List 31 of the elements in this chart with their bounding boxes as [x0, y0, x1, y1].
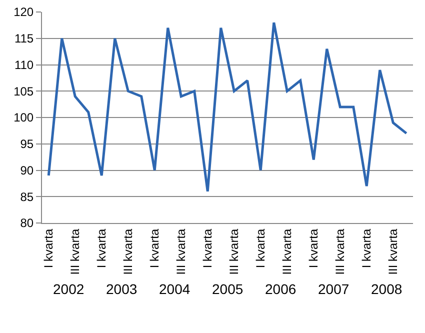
y-tick-label: 80: [20, 216, 34, 230]
x-tick-label: I kvarta: [254, 228, 268, 268]
y-tick-label: 115: [14, 32, 34, 46]
x-tick-label: III kvarta: [121, 228, 136, 275]
x-tick-label: III kvarta: [227, 228, 242, 275]
x-tick-label: I kvarta: [94, 228, 109, 268]
text: 2006: [265, 281, 296, 297]
x-tick-label: I kvarta: [42, 228, 56, 268]
text: 2007: [318, 281, 350, 297]
x-tick-label: III kvarta: [68, 228, 82, 275]
text: 2008: [371, 281, 402, 297]
y-tick-label: 90: [20, 163, 34, 178]
x-tick-label: I kvarta: [148, 228, 162, 268]
y-tick-label: 85: [20, 190, 34, 204]
y-tick-label: 110: [14, 58, 34, 72]
text: 2005: [212, 281, 244, 297]
x-tick-label: I kvarta: [306, 228, 321, 268]
y-tick-label: 120: [14, 5, 34, 20]
text: 2003: [106, 281, 138, 297]
y-tick-label: 105: [14, 84, 34, 98]
y-tick-label: 95: [20, 137, 34, 152]
x-tick-label: III kvarta: [333, 228, 348, 275]
x-tick-label: III kvarta: [386, 228, 400, 275]
line-series: [47, 21, 408, 193]
text: 2004: [159, 281, 190, 297]
x-tick-label: III kvarta: [280, 228, 294, 275]
x-tick-label: I kvarta: [360, 228, 374, 268]
y-tick-label: 100: [14, 110, 34, 125]
x-tick-label: I kvarta: [200, 228, 215, 268]
text: 2002: [53, 281, 84, 297]
x-tick-label: III kvarta: [174, 228, 188, 275]
